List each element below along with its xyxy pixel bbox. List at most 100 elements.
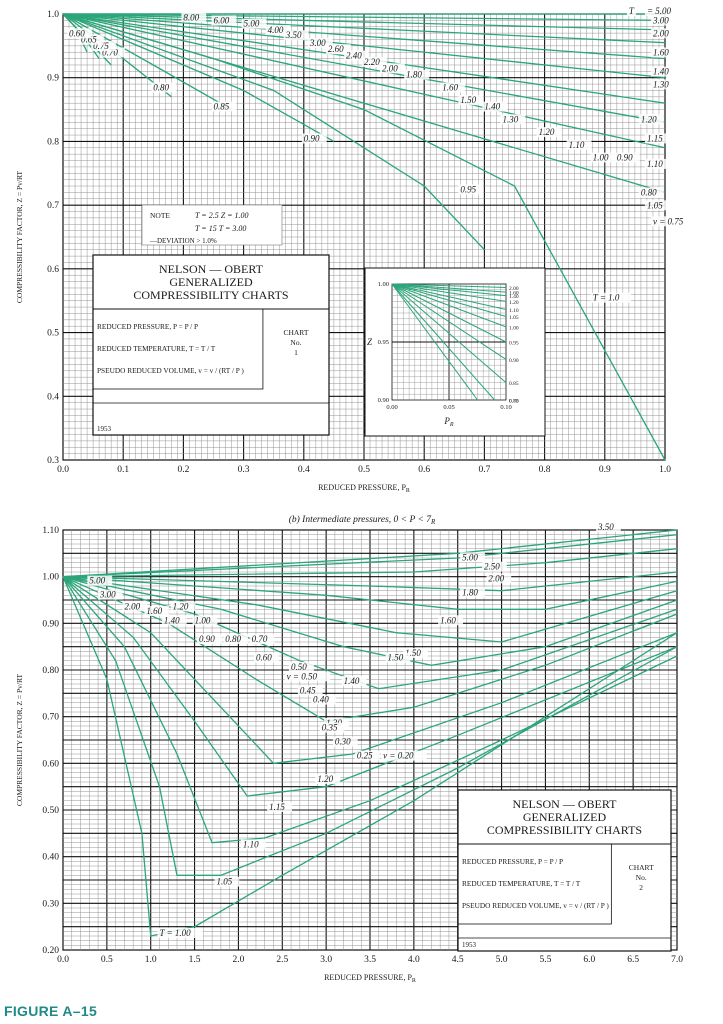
curve-label-bg xyxy=(385,652,411,663)
inset-right-tick: 2.00 xyxy=(509,286,519,292)
y-tick-label: 0.90 xyxy=(42,619,59,629)
y-tick-label: 0.80 xyxy=(42,666,59,676)
title-line: NELSON — OBERT xyxy=(513,797,618,811)
curve-label-bg xyxy=(315,774,341,784)
inset-series-line xyxy=(391,283,507,343)
curve-label: 3.50 xyxy=(597,522,614,532)
curve-label: 1.15 xyxy=(269,802,285,812)
curve-label: 1.10 xyxy=(569,140,585,150)
y-tick-label: 0.40 xyxy=(42,853,59,863)
curve-label-bg xyxy=(307,37,333,48)
curve-label-bg xyxy=(438,615,463,626)
curve-label: 0.50 xyxy=(291,662,307,672)
series-line xyxy=(62,548,678,578)
y-axis-label: COMPRESSIBILITY FACTOR, Z = Pv/RT xyxy=(15,170,24,303)
inset-right-tick: 1.40 xyxy=(509,294,519,300)
series-line xyxy=(62,529,678,578)
curve-label: 3.00 xyxy=(99,590,116,600)
curve-label: 0.35 xyxy=(322,723,338,733)
inset-chart: 2.001.601.401.20 1.101.05 1.00 0.95 0.90 0.85… xyxy=(364,267,546,437)
curve-label: 0.40 xyxy=(313,695,329,705)
x-tick-label: 0.5 xyxy=(101,955,113,965)
curve-label-bg xyxy=(486,573,512,584)
title-line: NELSON — OBERT xyxy=(159,262,264,276)
curve-label: 1.00 xyxy=(593,153,609,163)
inset-series-line xyxy=(391,283,507,302)
curve-label: 1.50 xyxy=(405,648,421,658)
series-line xyxy=(62,13,666,79)
series-line xyxy=(62,13,666,60)
note-line: —DEVIATION > 1.0% xyxy=(149,237,217,245)
y-tick-label: 0.6 xyxy=(47,265,59,275)
x-tick-label: 0.4 xyxy=(298,465,310,475)
x-axis-label: REDUCED PRESSURE, PR xyxy=(318,483,410,494)
curve-label-bg xyxy=(380,63,405,74)
curve-label-bg xyxy=(403,648,428,658)
y-axis-label: COMPRESSIBILITY FACTOR, Z = Pv/RT xyxy=(15,673,24,806)
y-tick-label: 0.3 xyxy=(47,456,59,466)
curve-label: 4.00 xyxy=(268,25,284,35)
curve-label: 1.80 xyxy=(406,70,422,80)
curve-label: v = 0.20 xyxy=(383,751,414,761)
inset-right-tick: 1.00 xyxy=(509,325,519,331)
inset-series-line xyxy=(391,283,495,401)
curve-label-bg xyxy=(650,66,676,77)
inset-x-axis-label-sub: R xyxy=(449,422,454,428)
curve-label-bg xyxy=(644,133,670,144)
curve-label: 0.80 xyxy=(641,188,657,198)
curve-label-bg xyxy=(267,802,292,812)
series-line xyxy=(62,571,678,592)
inset-series-line xyxy=(391,283,478,401)
curve-label-bg xyxy=(91,41,116,52)
title-line: COMPRESSIBILITY CHARTS xyxy=(133,288,288,302)
curve-label-bg xyxy=(566,139,592,150)
curve-label-bg xyxy=(100,47,125,58)
note-frame xyxy=(141,204,283,246)
curve-label-bg xyxy=(638,114,664,125)
curve-label: T = 1.00 xyxy=(159,928,191,938)
curve-label: 8.00 xyxy=(183,12,199,22)
y-tick-label: 0.20 xyxy=(42,946,59,956)
y-tick-label: 0.60 xyxy=(42,759,59,769)
inset-series-line xyxy=(391,283,507,383)
series-line xyxy=(62,13,666,149)
x-tick-label: 2.5 xyxy=(276,955,288,965)
curve-label-bg xyxy=(192,615,218,626)
x-tick-label: 0.0 xyxy=(57,955,69,965)
curve-label-bg xyxy=(249,634,275,644)
curve-label: 1.15 xyxy=(647,133,663,143)
inset-right-tick: 0.75 xyxy=(509,399,519,405)
curve-label: 3.00 xyxy=(652,16,669,26)
curve-label-bg xyxy=(500,114,526,125)
curve-label: 0.75 xyxy=(93,41,109,51)
definition-text: PSEUDO REDUCED VOLUME, v = v / (RT / P ) xyxy=(462,901,609,910)
curve-label-bg xyxy=(211,15,237,26)
chart-number-label: No. xyxy=(290,338,301,347)
curve-label: 0.60 xyxy=(256,653,272,663)
curve-label-bg xyxy=(196,634,222,644)
curve-label: 3.00 xyxy=(309,38,326,48)
inset-right-tick: 0.90 xyxy=(509,358,519,364)
curve-label: 0.30 xyxy=(335,737,351,747)
series-line xyxy=(62,13,666,123)
chart-number: 2 xyxy=(639,883,643,892)
curve-label-bg xyxy=(214,876,240,887)
curve-label-bg xyxy=(144,606,170,616)
curve-label-bg xyxy=(161,615,187,626)
curve-label-bg xyxy=(644,158,670,169)
curve-label: 1.20 xyxy=(539,127,555,137)
inset-y-tick: 1.00 xyxy=(378,281,389,288)
title-box: NELSON — OBERTGENERALIZEDCOMPRESSIBILITY… xyxy=(92,254,330,436)
curve-label: 0.80 xyxy=(153,82,169,92)
curve-label-bg xyxy=(122,601,148,612)
curve-label: 5.00 xyxy=(244,19,260,29)
series-line xyxy=(62,576,678,876)
chart-1: 8.00 6.00 5.004.003.503.002.602.402.202.00… xyxy=(15,6,697,494)
curve-label: 0.90 xyxy=(304,133,320,143)
x-tick-label: 0.7 xyxy=(478,465,490,475)
curve-label: 1.40 xyxy=(344,676,360,686)
curve-label-bg xyxy=(325,44,351,55)
x-tick-label: 0.8 xyxy=(539,465,551,475)
curve-label: 6.00 xyxy=(214,16,230,26)
inset-series-line xyxy=(391,283,507,297)
